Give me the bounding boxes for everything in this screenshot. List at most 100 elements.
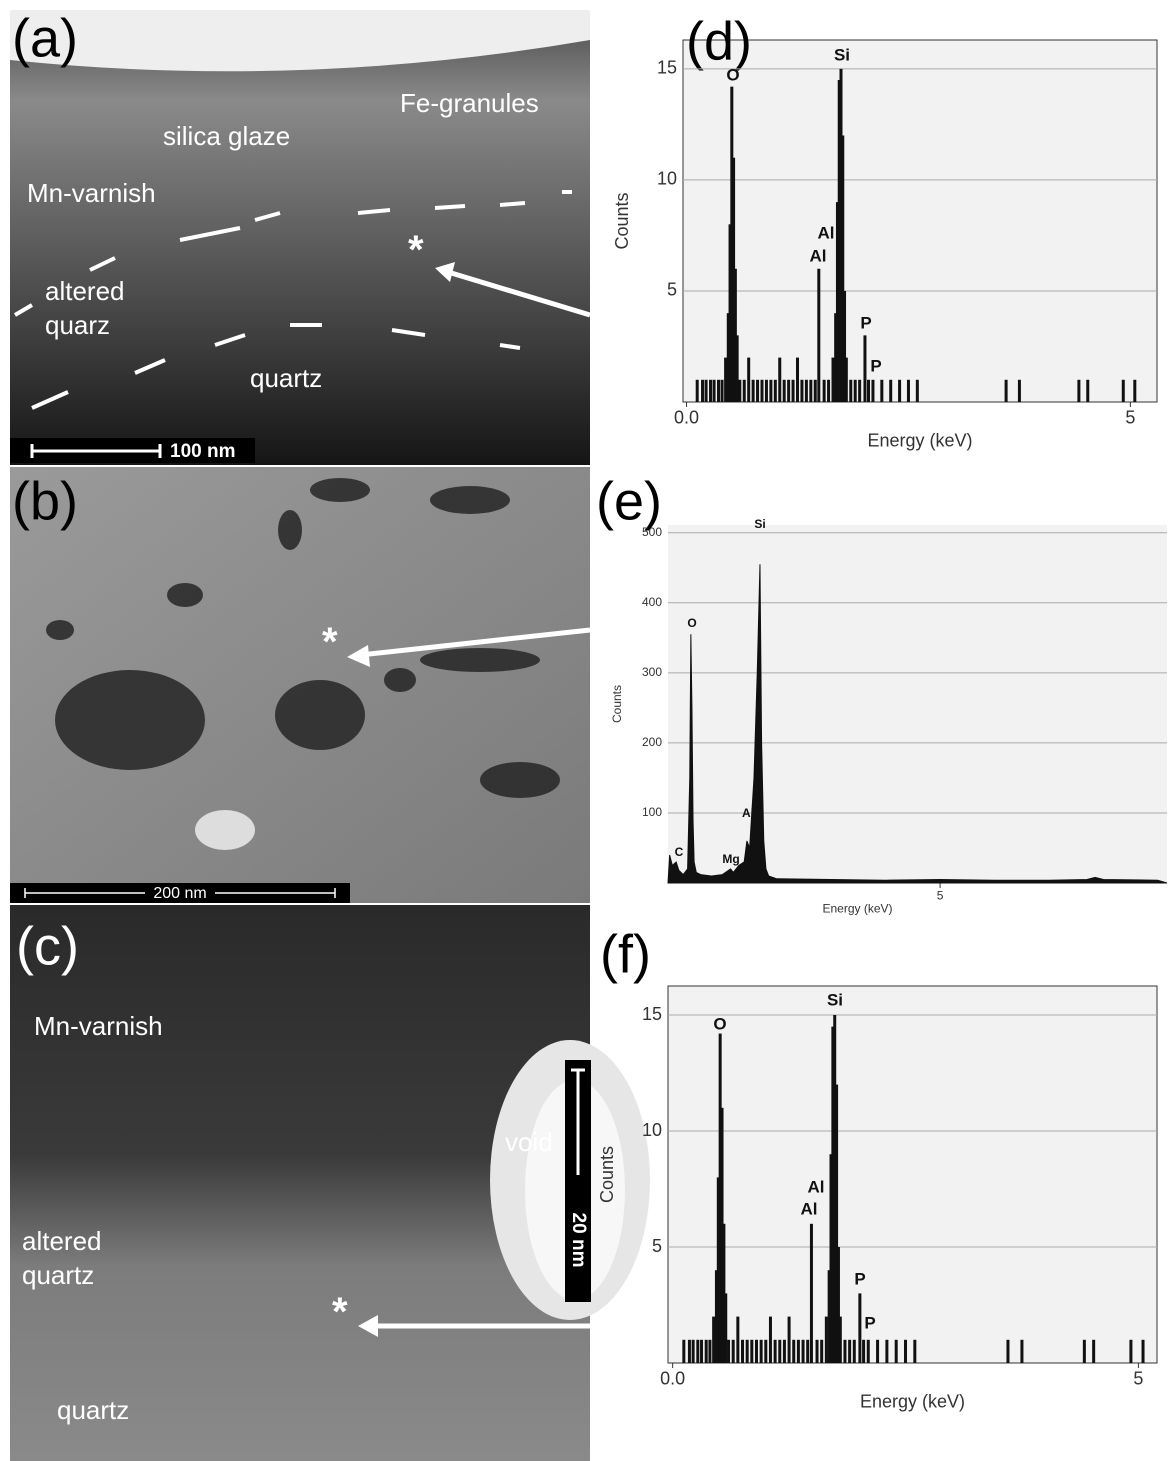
- bar: [756, 379, 760, 402]
- bar: [1129, 1339, 1133, 1363]
- bar: [822, 379, 826, 402]
- bar: [831, 357, 835, 402]
- bar: [843, 1339, 847, 1363]
- bar: [773, 379, 777, 402]
- bar: [709, 379, 713, 402]
- peak-label: P: [854, 1269, 865, 1288]
- x-axis-title: Energy (keV): [867, 430, 972, 450]
- x-axis-title: Energy (keV): [822, 902, 892, 916]
- panel-label: (c): [16, 916, 79, 976]
- bar: [848, 1339, 852, 1363]
- bar: [726, 313, 730, 402]
- x-tick-label: 0.0: [674, 408, 699, 428]
- y-tick-label: 15: [657, 58, 677, 78]
- bar: [708, 1339, 712, 1363]
- bar: [835, 1084, 839, 1363]
- bar: [747, 357, 751, 402]
- peak-label: P: [860, 313, 871, 332]
- peak-label: O: [713, 1014, 726, 1033]
- bar: [858, 379, 862, 402]
- bar: [754, 1339, 758, 1363]
- bar: [1086, 379, 1090, 402]
- bar: [769, 379, 773, 402]
- bar: [778, 357, 782, 402]
- particles: [46, 478, 560, 798]
- bar: [696, 1339, 700, 1363]
- bar: [764, 1339, 768, 1363]
- peak-label: Si: [754, 517, 765, 531]
- peak-label: Al: [742, 806, 754, 820]
- bar: [827, 1270, 831, 1363]
- y-tick-label: 300: [642, 665, 662, 679]
- peak-label: Al: [818, 223, 835, 242]
- bar: [730, 86, 734, 403]
- bar: [791, 379, 795, 402]
- bar: [809, 379, 813, 402]
- bar: [838, 1316, 842, 1363]
- y-tick-label: 400: [642, 595, 662, 609]
- annotation: Mn-varnish: [34, 1011, 163, 1041]
- bar: [835, 202, 839, 402]
- bar: [800, 379, 804, 402]
- peak-label: C: [675, 845, 684, 859]
- bar: [735, 335, 739, 402]
- bar: [773, 1339, 777, 1363]
- bar: [718, 1033, 722, 1363]
- bar: [682, 1339, 686, 1363]
- peak-label: P: [870, 356, 881, 375]
- plot-area: [667, 985, 1158, 1364]
- bar: [738, 379, 742, 402]
- peak-label: O: [726, 65, 739, 84]
- y-tick-label: 5: [652, 1236, 662, 1256]
- bar: [906, 379, 910, 402]
- scale-bar: [571, 1068, 585, 1175]
- bar: [704, 1339, 708, 1363]
- panel-label: (f): [600, 924, 651, 984]
- panel-label: (d): [686, 11, 752, 71]
- bar: [889, 379, 893, 402]
- bar: [712, 1316, 716, 1363]
- panel-label: (b): [12, 471, 78, 531]
- bar: [1133, 379, 1137, 402]
- bar: [782, 379, 786, 402]
- bar: [904, 1339, 908, 1363]
- peak-label: Al: [810, 246, 827, 265]
- bar: [716, 1177, 720, 1363]
- bar: [815, 1339, 819, 1363]
- bar: [831, 1026, 835, 1363]
- peak-label: O: [687, 616, 696, 630]
- scale-label: 200 nm: [153, 885, 206, 902]
- bar: [687, 1339, 691, 1363]
- y-tick-label: 200: [642, 735, 662, 749]
- bar: [1006, 1339, 1010, 1363]
- peak-label: P: [864, 1313, 875, 1332]
- annotation: quartz: [250, 363, 323, 393]
- arrow: [447, 269, 591, 318]
- bar: [817, 268, 821, 402]
- peak-label: Al: [808, 1177, 825, 1196]
- bar: [913, 1339, 917, 1363]
- y-axis-title: Counts: [597, 1146, 617, 1203]
- peak-label: Si: [827, 990, 843, 1009]
- bar: [787, 1316, 791, 1363]
- panel-label: (e): [596, 471, 662, 531]
- plot-area: [682, 39, 1158, 403]
- bar: [691, 1339, 695, 1363]
- bar: [714, 1270, 718, 1363]
- bar: [837, 79, 841, 402]
- bar: [1077, 379, 1081, 402]
- bar: [853, 379, 857, 402]
- bar: [768, 1316, 772, 1363]
- annotation: Mn-varnish: [27, 178, 156, 208]
- bar: [704, 379, 708, 402]
- bar: [728, 224, 732, 402]
- plot-area: [668, 525, 1167, 883]
- bar: [898, 379, 902, 402]
- spectrum: [667, 564, 1168, 884]
- bar: [796, 1339, 800, 1363]
- bar: [1017, 379, 1021, 402]
- bar: [876, 1339, 880, 1363]
- bar: [833, 1015, 837, 1363]
